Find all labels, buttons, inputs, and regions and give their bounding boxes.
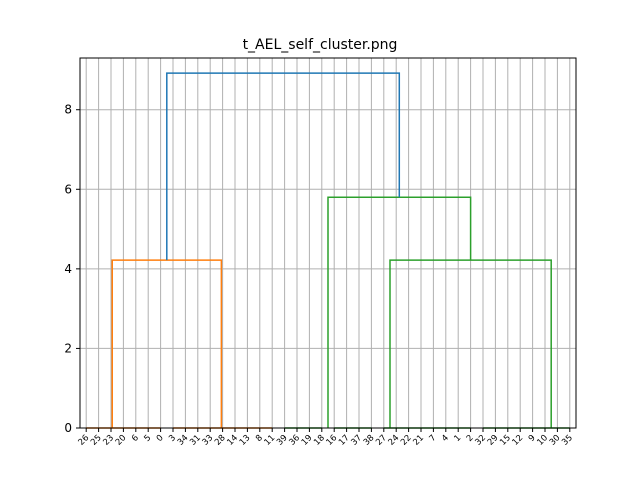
grid-lines (80, 58, 576, 429)
xtick-label: 5 (142, 433, 153, 444)
ytick-label: 6 (64, 182, 72, 196)
ytick-label: 4 (64, 262, 72, 276)
chart-title: t_AEL_self_cluster.png (243, 37, 398, 53)
ytick-label: 8 (64, 103, 72, 117)
plot-area-frame (79, 57, 577, 429)
xtick-label: 2 (465, 433, 476, 444)
ytick-label: 2 (64, 341, 72, 355)
xtick-label: 9 (527, 433, 538, 444)
link-merge-root (166, 72, 401, 261)
xtick-label: 4 (440, 433, 451, 444)
xtick-label: 8 (254, 433, 265, 444)
xtick-label: 6 (130, 433, 141, 444)
xtick-label: 0 (155, 433, 166, 444)
xtick-label: 1 (452, 433, 463, 444)
ytick-label: 0 (64, 421, 72, 435)
xtick-label: 7 (428, 433, 439, 444)
xtick-label: 3 (167, 433, 178, 444)
